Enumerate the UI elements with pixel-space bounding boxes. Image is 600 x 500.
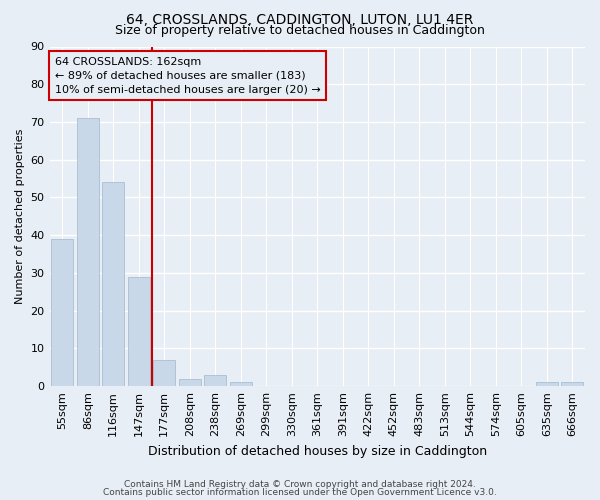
Bar xyxy=(77,118,98,386)
Text: Contains HM Land Registry data © Crown copyright and database right 2024.: Contains HM Land Registry data © Crown c… xyxy=(124,480,476,489)
Bar xyxy=(154,360,175,386)
Bar xyxy=(52,239,73,386)
Bar xyxy=(205,375,226,386)
Bar xyxy=(103,182,124,386)
Text: 64 CROSSLANDS: 162sqm
← 89% of detached houses are smaller (183)
10% of semi-det: 64 CROSSLANDS: 162sqm ← 89% of detached … xyxy=(55,56,320,94)
Bar xyxy=(179,378,200,386)
Bar xyxy=(536,382,557,386)
Text: Contains public sector information licensed under the Open Government Licence v3: Contains public sector information licen… xyxy=(103,488,497,497)
Bar xyxy=(128,276,149,386)
X-axis label: Distribution of detached houses by size in Caddington: Distribution of detached houses by size … xyxy=(148,444,487,458)
Bar xyxy=(562,382,583,386)
Bar xyxy=(230,382,251,386)
Y-axis label: Number of detached properties: Number of detached properties xyxy=(15,128,25,304)
Text: 64, CROSSLANDS, CADDINGTON, LUTON, LU1 4ER: 64, CROSSLANDS, CADDINGTON, LUTON, LU1 4… xyxy=(127,12,473,26)
Text: Size of property relative to detached houses in Caddington: Size of property relative to detached ho… xyxy=(115,24,485,37)
